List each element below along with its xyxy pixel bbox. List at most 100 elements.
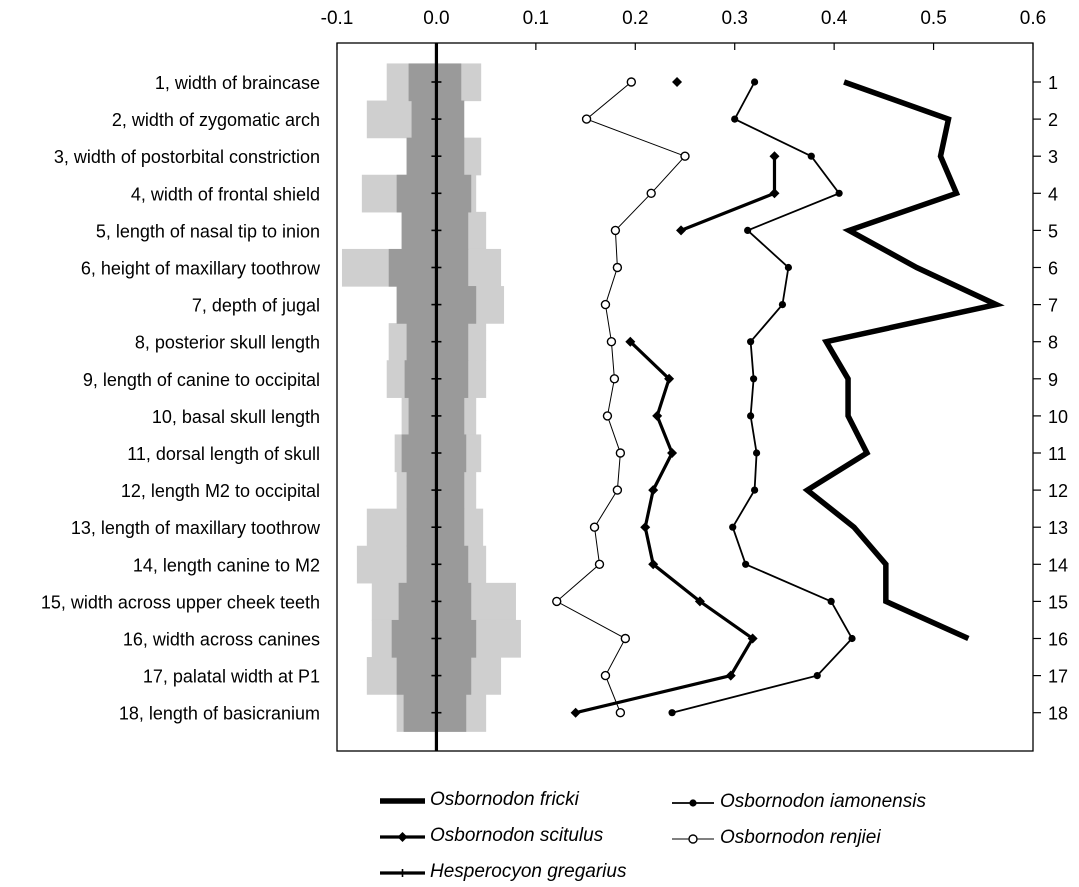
category-label: 3, width of postorbital constriction xyxy=(54,147,320,167)
point-osbornodon-scitulus xyxy=(648,559,659,570)
point-osbornodon-renjiei xyxy=(612,262,623,273)
point-osbornodon-renjiei xyxy=(589,522,600,532)
series-line-osbornodon-scitulus xyxy=(680,156,777,232)
category-label: 15, width across upper cheek teeth xyxy=(41,592,320,612)
category-label: 4, width of frontal shield xyxy=(131,184,320,204)
right-tick-label: 3 xyxy=(1048,147,1058,167)
category-label: 17, palatal width at P1 xyxy=(143,667,320,687)
x-tick-label: 0.2 xyxy=(622,8,648,29)
category-label: 8, posterior skull length xyxy=(135,333,320,353)
point-osbornodon-scitulus xyxy=(769,188,780,199)
right-tick-label: 15 xyxy=(1048,592,1068,612)
point-osbornodon-iamonensis xyxy=(668,709,676,717)
category-label: 2, width of zygomatic arch xyxy=(112,110,320,130)
point-osbornodon-iamonensis xyxy=(848,634,856,643)
category-label: 6, height of maxillary toothrow xyxy=(81,259,321,279)
point-osbornodon-iamonensis xyxy=(750,375,758,383)
point-osbornodon-renjiei xyxy=(612,485,623,495)
category-label: 10, basal skull length xyxy=(152,407,320,427)
x-tick-label: 0.6 xyxy=(1020,8,1046,29)
point-osbornodon-iamonensis xyxy=(784,263,793,272)
right-tick-label: 7 xyxy=(1048,296,1058,316)
right-tick-label: 16 xyxy=(1048,630,1068,650)
point-osbornodon-iamonensis xyxy=(747,412,755,420)
right-tick-label: 8 xyxy=(1048,333,1058,353)
right-tick-label: 13 xyxy=(1048,518,1068,538)
right-tick-label: 1 xyxy=(1048,73,1058,93)
point-osbornodon-iamonensis xyxy=(807,152,815,160)
series-lines xyxy=(431,43,1005,751)
plot-frame xyxy=(336,42,1034,752)
axes: -0.1 0.0 0.1 0.2 0.3 0.4 0.5 0.6 1, width of bra… xyxy=(41,8,1068,752)
right-tick-label: 17 xyxy=(1048,667,1068,687)
legend-label-gregarius: Hesperocyon gregarius xyxy=(430,861,627,882)
category-label: 14, length canine to M2 xyxy=(133,555,320,575)
point-osbornodon-renjiei xyxy=(646,188,656,199)
legend-label-renjiei: Osbornodon renjiei xyxy=(720,827,881,848)
point-osbornodon-scitulus xyxy=(667,448,678,458)
point-osbornodon-scitulus xyxy=(640,522,651,533)
band-dark-bar xyxy=(388,248,469,287)
series-line-osbornodon-iamonensis xyxy=(671,81,854,714)
legend-marker xyxy=(689,799,697,807)
point-osbornodon-iamonensis xyxy=(747,338,755,346)
point-osbornodon-renjiei xyxy=(600,299,611,310)
point-osbornodon-scitulus xyxy=(652,410,663,421)
legend-marker xyxy=(397,832,408,842)
point-osbornodon-renjiei xyxy=(620,633,631,644)
point-osbornodon-renjiei xyxy=(602,411,613,421)
point-osbornodon-iamonensis xyxy=(835,189,843,197)
point-osbornodon-iamonensis xyxy=(751,486,759,494)
category-label: 18, length of basicranium xyxy=(119,704,320,724)
reference-band xyxy=(341,63,521,732)
point-osbornodon-iamonensis xyxy=(752,449,761,457)
x-tick-label: -0.1 xyxy=(321,8,354,29)
point-osbornodon-renjiei xyxy=(594,559,605,569)
point-osbornodon-scitulus xyxy=(648,485,659,496)
point-osbornodon-iamonensis xyxy=(778,301,787,309)
point-osbornodon-iamonensis xyxy=(742,560,750,568)
x-tick-label: 0.5 xyxy=(920,8,946,29)
point-osbornodon-renjiei xyxy=(552,596,562,607)
legend-label-scitulus: Osbornodon scitulus xyxy=(430,825,604,846)
category-label: 7, depth of jugal xyxy=(192,296,320,316)
category-label: 9, length of canine to occipital xyxy=(83,370,320,390)
series-line-osbornodon-renjiei xyxy=(555,81,686,713)
point-osbornodon-renjiei xyxy=(609,374,620,384)
point-osbornodon-scitulus xyxy=(725,670,736,681)
category-label: 5, length of nasal tip to inion xyxy=(96,221,320,241)
point-osbornodon-renjiei xyxy=(581,114,592,124)
point-osbornodon-renjiei xyxy=(610,225,621,236)
x-tick-label: 0.1 xyxy=(523,8,549,29)
point-osbornodon-scitulus xyxy=(747,633,758,644)
point-osbornodon-renjiei xyxy=(615,448,626,458)
point-osbornodon-scitulus xyxy=(676,225,687,236)
right-tick-label: 12 xyxy=(1048,481,1068,501)
point-osbornodon-iamonensis xyxy=(827,597,835,606)
point-osbornodon-scitulus xyxy=(570,707,581,718)
right-tick-label: 9 xyxy=(1048,370,1058,390)
category-label: 1, width of braincase xyxy=(155,73,320,93)
point-osbornodon-scitulus xyxy=(625,336,636,347)
category-label: 11, dorsal length of skull xyxy=(127,444,320,464)
point-osbornodon-iamonensis xyxy=(744,226,752,234)
legend-label-fricki: Osbornodon fricki xyxy=(430,789,579,810)
point-osbornodon-iamonensis xyxy=(729,523,737,531)
category-label: 12, length M2 to occipital xyxy=(121,481,320,501)
point-osbornodon-iamonensis xyxy=(751,78,759,86)
point-osbornodon-renjiei xyxy=(606,337,617,347)
point-osbornodon-renjiei xyxy=(680,151,690,161)
category-label: 13, length of maxillary toothrow xyxy=(71,518,321,538)
point-osbornodon-iamonensis xyxy=(731,115,739,123)
right-tick-label: 2 xyxy=(1048,110,1058,130)
legend-symbols xyxy=(380,798,714,877)
x-tick-label: 0.0 xyxy=(423,8,449,29)
legend-marker xyxy=(688,834,698,844)
point-osbornodon-scitulus xyxy=(664,373,675,384)
right-tick-label: 18 xyxy=(1048,704,1068,724)
point-osbornodon-scitulus xyxy=(769,151,780,162)
category-label: 16, width across canines xyxy=(123,630,320,650)
right-tick-label: 6 xyxy=(1048,259,1058,279)
series-line-osbornodon-fricki xyxy=(802,79,1005,642)
